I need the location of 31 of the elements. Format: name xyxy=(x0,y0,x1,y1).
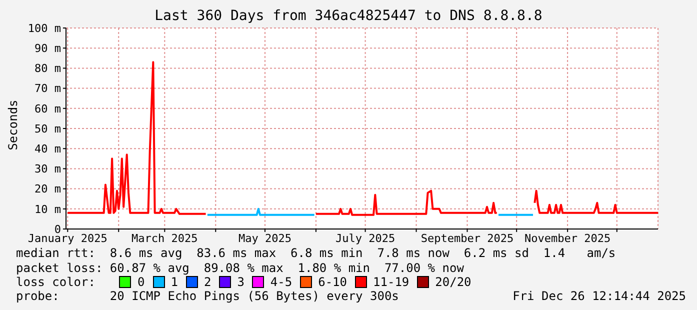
legend-label: 6-10 xyxy=(318,274,348,290)
legend-label: 3 xyxy=(237,274,244,290)
legend-label: 11-19 xyxy=(373,274,410,290)
x-tick-label: March 2025 xyxy=(132,232,198,245)
y-tick-label: 0 xyxy=(54,222,61,236)
legend-label: 2 xyxy=(204,274,212,290)
text: Fri Dec 26 12:14:44 2025 xyxy=(512,289,686,304)
text: packet loss: 60.87 % avg 89.08 % max 1.80 % min 77.00 % now xyxy=(16,260,465,275)
legend-label: 4-5 xyxy=(270,274,292,290)
y-tick-label: 70 m xyxy=(34,82,62,96)
y-tick-label: 100 m xyxy=(28,22,62,35)
legend-title: loss color: xyxy=(16,274,96,290)
chart-title: Last 360 Days from 346ac4825447 to DNS 8.8.8.8 xyxy=(154,8,542,24)
y-tick-label: 60 m xyxy=(34,102,62,116)
y-tick-label: 90 m xyxy=(34,42,62,56)
y-tick-label: 80 m xyxy=(34,62,62,76)
text: median rtt: 8.6 ms avg 83.6 ms max 6.8 ms min 7.8 ms now 6.2 ms sd 1.4 am/s xyxy=(16,246,617,260)
x-tick-label: July 2025 xyxy=(335,232,396,245)
text: probe: 20 ICMP Echo Pings (56 Bytes) every 300s xyxy=(16,289,399,304)
y-tick-label: 50 m xyxy=(34,122,62,136)
y-tick-label: 10 m xyxy=(34,202,62,216)
legend-label: 20/20 xyxy=(435,274,472,290)
x-tick-label: September 2025 xyxy=(420,232,514,245)
x-tick-label: May 2025 xyxy=(238,232,292,245)
y-tick-label: 20 m xyxy=(34,182,62,196)
y-axis-title: Seconds xyxy=(6,98,20,152)
legend-label: 1 xyxy=(170,274,178,290)
legend-label: 0 xyxy=(137,274,145,290)
y-tick-label: 40 m xyxy=(34,142,62,156)
y-tick-label: 30 m xyxy=(34,162,62,176)
x-tick-label: November 2025 xyxy=(524,232,611,245)
